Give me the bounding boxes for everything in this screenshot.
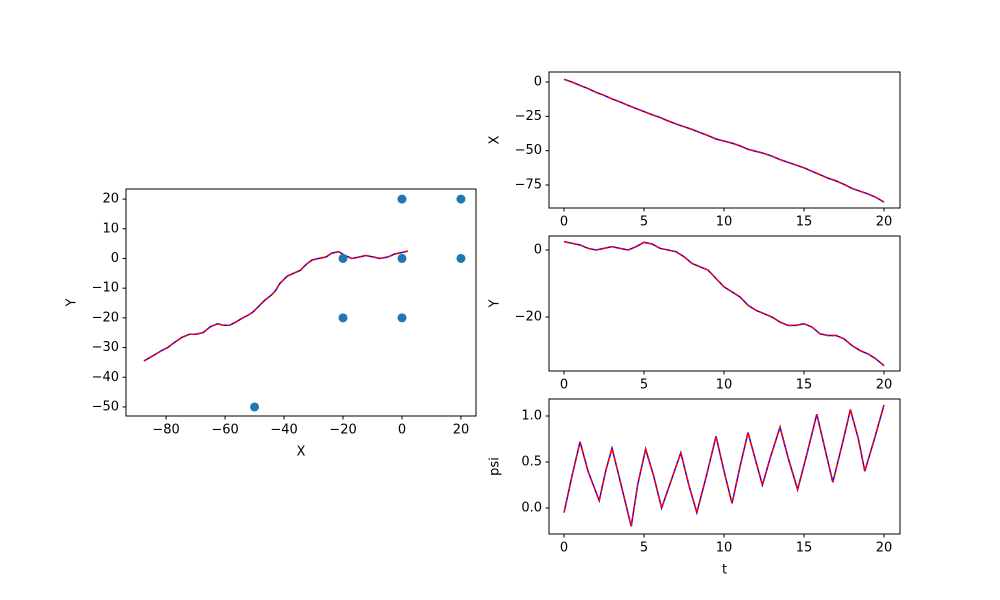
x-tick-label: 15 [796, 378, 813, 393]
series-line [563, 240, 885, 367]
y-tick-label: −10 [92, 281, 119, 296]
x-tick-label: −60 [211, 423, 238, 438]
x-tick-label: 15 [796, 215, 813, 230]
x-tick-label: 0 [560, 541, 568, 556]
x-tick-label: −80 [152, 423, 179, 438]
y-tick-label: 0 [111, 251, 119, 266]
scatter-point [397, 253, 407, 263]
scatter-point [456, 253, 466, 263]
x-tick-label: 10 [716, 215, 733, 230]
x-tick-label: 20 [876, 378, 893, 393]
axes-frame [548, 235, 901, 372]
axes-frame [125, 188, 477, 417]
x-tick-label: 0 [560, 215, 568, 230]
y-tick-label: −30 [92, 340, 119, 355]
x-tick-label: 15 [796, 541, 813, 556]
x-tick-label: 0 [560, 378, 568, 393]
y-tick-label: −50 [92, 399, 119, 414]
series-line [143, 250, 409, 362]
x-tick-label: −40 [270, 423, 297, 438]
y-tick-label: 0 [534, 75, 542, 90]
y-axis-label: X [488, 135, 503, 144]
series-line [563, 404, 885, 527]
x-tick-label: 10 [716, 378, 733, 393]
scatter-point [397, 194, 407, 204]
series-line [563, 404, 885, 527]
scatter-point [250, 402, 260, 412]
y-axis-label: psi [488, 457, 503, 476]
series-line [143, 250, 409, 362]
y-tick-label: −20 [92, 310, 119, 325]
scatter-point [338, 313, 348, 323]
y-tick-label: −25 [515, 109, 542, 124]
x-axis-label: X [297, 445, 306, 460]
y-tick-label: −40 [92, 370, 119, 385]
x-tick-label: 10 [716, 541, 733, 556]
axes-frame [548, 71, 901, 209]
y-axis-label: Y [488, 299, 503, 308]
y-tick-label: 1.0 [521, 409, 542, 424]
series-line [563, 240, 885, 367]
series-line [563, 78, 885, 203]
x-tick-label: 20 [453, 423, 470, 438]
axes-frame [548, 398, 901, 535]
x-tick-label: −20 [329, 423, 356, 438]
x-tick-label: 0 [398, 423, 406, 438]
x-tick-label: 20 [876, 541, 893, 556]
scatter-point [338, 253, 348, 263]
y-tick-label: −50 [515, 143, 542, 158]
y-tick-label: 20 [102, 192, 119, 207]
y-tick-label: 10 [102, 221, 119, 236]
y-tick-label: −20 [515, 310, 542, 325]
series-line [563, 78, 885, 203]
x-tick-label: 5 [640, 541, 648, 556]
scatter-point [397, 313, 407, 323]
y-tick-label: 0.0 [521, 500, 542, 515]
x-axis-label: t [722, 563, 727, 578]
x-tick-label: 20 [876, 215, 893, 230]
scatter-point [456, 194, 466, 204]
y-axis-label: Y [65, 298, 80, 307]
y-tick-label: −75 [515, 178, 542, 193]
y-tick-label: 0 [534, 243, 542, 258]
y-tick-label: 0.5 [521, 454, 542, 469]
x-tick-label: 5 [640, 378, 648, 393]
x-tick-label: 5 [640, 215, 648, 230]
